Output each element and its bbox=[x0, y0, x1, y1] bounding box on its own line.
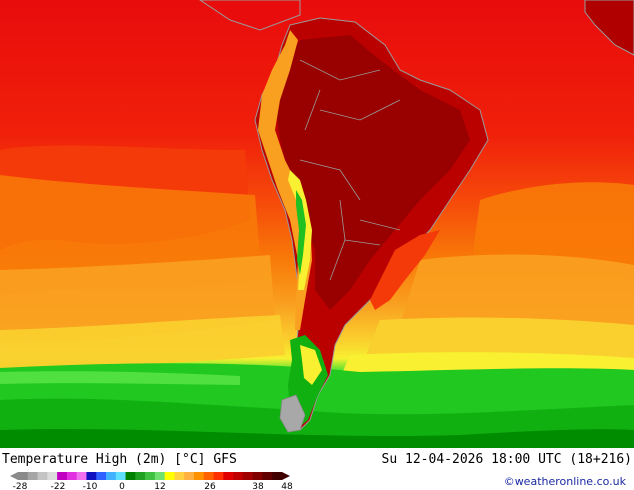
legend-tick-label: 12 bbox=[154, 482, 165, 490]
valid-time: Su 12-04-2026 18:00 UTC (18+216) bbox=[381, 452, 632, 467]
legend-swatch bbox=[27, 472, 38, 480]
legend-swatch bbox=[115, 472, 126, 480]
africa-land bbox=[584, 0, 634, 56]
andes-green-strip bbox=[296, 190, 306, 275]
atlantic-light-orange bbox=[400, 254, 634, 330]
pacific-yellow bbox=[0, 315, 285, 370]
legend-arrow-high bbox=[282, 472, 290, 480]
color-legend: -28 -22 -10 0 12 26 38 48 bbox=[10, 472, 293, 490]
site-credit[interactable]: ©weatheronline.co.uk bbox=[503, 475, 626, 488]
southern-light-green bbox=[0, 371, 240, 385]
legend-swatch bbox=[18, 472, 29, 480]
legend-swatch bbox=[106, 472, 117, 480]
temperature-map bbox=[0, 0, 634, 448]
legend-swatch bbox=[174, 472, 185, 480]
legend-swatch bbox=[164, 472, 175, 480]
north-america-land bbox=[199, 0, 301, 31]
legend-swatch bbox=[272, 472, 283, 480]
legend-swatch bbox=[76, 472, 87, 480]
legend-swatch bbox=[203, 472, 214, 480]
legend-swatch bbox=[242, 472, 253, 480]
legend-tick-label: 38 bbox=[252, 482, 264, 490]
patagonia-light bbox=[300, 345, 322, 385]
legend-swatch bbox=[37, 472, 48, 480]
legend-arrow-low bbox=[10, 472, 18, 480]
legend-swatch bbox=[125, 472, 136, 480]
legend-swatch bbox=[223, 472, 234, 480]
southeast-coast-orange bbox=[370, 230, 440, 310]
legend-swatch bbox=[66, 472, 77, 480]
patagonia-tip-gray bbox=[279, 394, 306, 433]
legend-swatch bbox=[86, 472, 97, 480]
map-footer: Temperature High (2m) [°C] GFS Su 12-04-… bbox=[0, 448, 634, 490]
southern-darkest-green bbox=[0, 428, 634, 448]
andes-yellow-strip bbox=[288, 170, 312, 290]
legend-swatch bbox=[47, 472, 58, 480]
legend-swatch bbox=[154, 472, 165, 480]
legend-swatch bbox=[252, 472, 263, 480]
amazon-hot-core bbox=[275, 35, 470, 310]
legend-swatch bbox=[233, 472, 244, 480]
legend-tick-label: 26 bbox=[204, 482, 216, 490]
country-borders bbox=[299, 59, 401, 281]
legend-swatch bbox=[57, 472, 68, 480]
legend-tick-label: 0 bbox=[119, 482, 125, 490]
legend-swatch bbox=[184, 472, 195, 480]
legend-tick-label: -28 bbox=[13, 482, 28, 490]
legend-tick-label: -22 bbox=[51, 482, 66, 490]
legend-tick-label: -10 bbox=[83, 482, 98, 490]
map-title: Temperature High (2m) [°C] GFS bbox=[2, 452, 237, 467]
legend-swatch bbox=[194, 472, 205, 480]
legend-swatch bbox=[135, 472, 146, 480]
legend-tick-label: 48 bbox=[281, 482, 293, 490]
legend-swatch bbox=[96, 472, 107, 480]
legend-swatch bbox=[145, 472, 156, 480]
legend-swatch bbox=[213, 472, 224, 480]
legend-swatch bbox=[262, 472, 273, 480]
